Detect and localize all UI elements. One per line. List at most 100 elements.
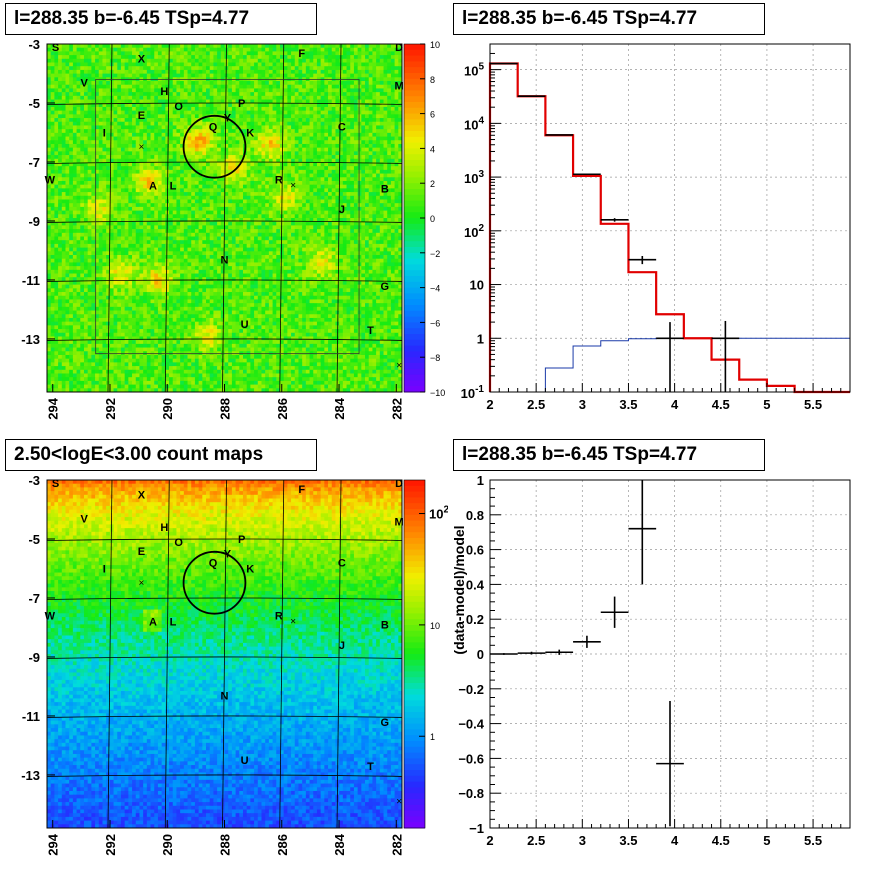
colorbar-label: 2 bbox=[430, 179, 435, 189]
coordinate-grid bbox=[46, 479, 403, 829]
grid-line-l bbox=[164, 479, 170, 829]
x-tick-label: 5 bbox=[763, 833, 770, 848]
y-tick-label: 0.4 bbox=[466, 577, 485, 592]
residuals-panel: 2 2.5 3 3.5 4 4.5 5 5.5 1 0.8 0.6 0.4 0.2 0 −0.2 −0.4 −0… bbox=[448, 436, 896, 872]
y-tick-label: 10-1 bbox=[461, 384, 485, 401]
residuals-title: l=288.35 b=-6.45 TSp=4.77 bbox=[453, 439, 765, 471]
source-cross: × bbox=[290, 181, 296, 192]
source-label-a: A bbox=[149, 181, 157, 193]
y-tick-label: 102 bbox=[464, 223, 484, 240]
colorbar-label: 10 bbox=[430, 40, 440, 50]
x-axis: 294 292 290 288 286 284 282 bbox=[46, 384, 404, 420]
y-tick-label: 105 bbox=[464, 62, 484, 79]
source-label-i: I bbox=[103, 563, 106, 575]
x-tick-label: 2.5 bbox=[527, 397, 545, 412]
y-tick-label: -13 bbox=[21, 768, 40, 783]
x-tick-label: 3 bbox=[579, 397, 586, 412]
source-label-u: U bbox=[241, 755, 249, 767]
x-tick-label: 286 bbox=[275, 834, 290, 856]
colorbar-label: 102 bbox=[429, 505, 448, 522]
spectrum-title: l=288.35 b=-6.45 TSp=4.77 bbox=[453, 3, 765, 35]
x-tick-label: 292 bbox=[103, 398, 118, 420]
source-label-i: I bbox=[103, 127, 106, 139]
x-tick-label: 2.5 bbox=[527, 833, 545, 848]
x-tick-label: 4 bbox=[671, 833, 679, 848]
source-label-r: R bbox=[275, 611, 283, 623]
source-cross: × bbox=[139, 142, 145, 153]
x-axis: 294 292 290 288 286 284 282 bbox=[46, 820, 404, 856]
roi-box bbox=[95, 78, 360, 355]
grid-line-l bbox=[164, 43, 170, 393]
grid-line-l bbox=[336, 43, 342, 393]
grid-line-b bbox=[46, 597, 403, 600]
colorbar-label: 6 bbox=[430, 110, 435, 120]
grid-line-l bbox=[107, 43, 113, 393]
y-tick-label: -13 bbox=[21, 332, 40, 347]
colorbar-label: 0 bbox=[430, 214, 435, 224]
y-axis: -3 -5 -7 -9 -11 -13 bbox=[21, 473, 55, 783]
source-label-a: A bbox=[149, 617, 157, 629]
ts-map-panel: S X F D V M H O P E Y C Q I K W A L R B J N G U T × × × 294 292 290 288… bbox=[0, 0, 448, 436]
source-label-b: B bbox=[381, 620, 389, 632]
source-label-k: K bbox=[246, 127, 254, 139]
grid-line-b bbox=[46, 715, 403, 718]
x-tick-label: 5.5 bbox=[804, 833, 822, 848]
colorbar-label: −8 bbox=[430, 353, 440, 363]
source-label-h: H bbox=[160, 86, 168, 98]
source-label-u: U bbox=[241, 319, 249, 331]
y-tick-label: −0.4 bbox=[458, 717, 484, 732]
x-tick-label: 5.5 bbox=[804, 397, 822, 412]
source-label-x: X bbox=[138, 54, 146, 66]
source-label-o: O bbox=[174, 101, 183, 113]
grid-line-l bbox=[222, 479, 227, 829]
grid-line-b bbox=[46, 774, 403, 777]
x-tick-label: 282 bbox=[389, 398, 404, 420]
grid-line-b bbox=[46, 656, 403, 659]
x-tick-label: 288 bbox=[218, 834, 233, 856]
source-label-k: K bbox=[246, 563, 254, 575]
y-tick-label: −0.6 bbox=[458, 751, 484, 766]
x-tick-label: 294 bbox=[46, 397, 61, 419]
source-label-q: Q bbox=[209, 122, 218, 134]
grid-line-b bbox=[46, 161, 403, 164]
source-label-f: F bbox=[298, 48, 305, 60]
source-label-h: H bbox=[160, 522, 168, 534]
colorbar-label: 4 bbox=[430, 144, 435, 154]
source-label-s: S bbox=[52, 42, 59, 54]
colorbar-label: 1 bbox=[430, 732, 435, 742]
source-label-n: N bbox=[221, 690, 229, 702]
ts-map-title: l=288.35 b=-6.45 TSp=4.77 bbox=[5, 3, 317, 35]
x-tick-label: 288 bbox=[218, 398, 233, 420]
y-axis-label: (data-model)/model bbox=[451, 525, 467, 654]
grid-line-l bbox=[107, 479, 113, 829]
grid-line-l bbox=[279, 43, 285, 393]
y-tick-label: -11 bbox=[22, 709, 40, 724]
x-tick-label: 4.5 bbox=[712, 833, 730, 848]
source-label-s: S bbox=[52, 478, 59, 490]
source-label-f: F bbox=[298, 484, 305, 496]
colorbar-label: 8 bbox=[430, 75, 435, 85]
residual-points bbox=[490, 480, 684, 827]
y-axis: -3 -5 -7 -9 -11 -13 bbox=[21, 37, 55, 347]
y-tick-label: -9 bbox=[28, 650, 40, 665]
y-tick-label: -11 bbox=[22, 273, 40, 288]
y-tick-label: −0.2 bbox=[458, 682, 484, 697]
y-tick-label: -5 bbox=[28, 96, 40, 111]
grid-line-b bbox=[46, 102, 403, 105]
source-label-m: M bbox=[395, 80, 404, 92]
source-circle bbox=[182, 550, 247, 615]
source-label-e: E bbox=[138, 110, 145, 122]
source-model-line bbox=[544, 337, 850, 392]
y-tick-label: -5 bbox=[28, 532, 40, 547]
x-tick-label: 282 bbox=[389, 834, 404, 856]
source-cross: × bbox=[290, 617, 296, 628]
source-label-t: T bbox=[367, 325, 374, 337]
source-cross: × bbox=[139, 578, 145, 589]
y-tick-label: 1 bbox=[477, 473, 484, 488]
source-label-v: V bbox=[81, 513, 89, 525]
y-tick-label: −0.8 bbox=[458, 786, 484, 801]
grid-line-b bbox=[46, 338, 403, 341]
x-tick-label: 2 bbox=[486, 397, 493, 412]
x-tick-label: 294 bbox=[46, 833, 61, 855]
